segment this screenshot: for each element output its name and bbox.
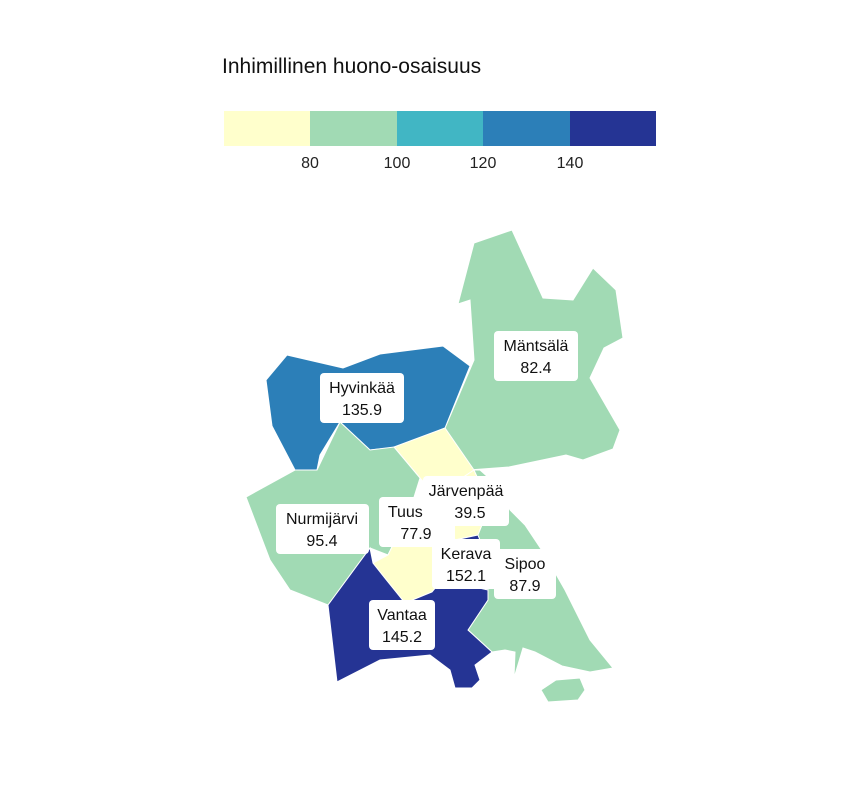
label-nurmijarvi-name: Nurmijärvi [286, 511, 358, 528]
color-legend [224, 111, 657, 146]
label-vantaa-value: 145.2 [382, 629, 422, 646]
label-kerava-value: 152.1 [446, 568, 486, 585]
label-jarvenpaa-value: 39.5 [454, 505, 485, 522]
label-kerava: Kerava 152.1 [432, 539, 500, 589]
legend-tick-120: 120 [469, 155, 497, 172]
region-sipoo-island[interactable] [540, 677, 586, 703]
label-mantsala-value: 82.4 [520, 360, 551, 377]
label-nurmijarvi-value: 95.4 [306, 533, 337, 550]
label-mantsala: Mäntsälä 82.4 [494, 331, 578, 381]
legend-swatch-1 [224, 111, 311, 146]
label-kerava-name: Kerava [441, 546, 492, 563]
legend-swatch-5 [569, 111, 657, 146]
label-hyvinkaa-name: Hyvinkää [329, 380, 395, 397]
label-vantaa-name: Vantaa [377, 607, 427, 624]
label-nurmijarvi: Nurmijärvi 95.4 [276, 504, 369, 554]
label-mantsala-name: Mäntsälä [504, 338, 569, 355]
label-sipoo-value: 87.9 [509, 578, 540, 595]
legend-title: Inhimillinen huono-osaisuus [222, 55, 482, 78]
legend-tick-140: 140 [556, 155, 584, 172]
label-jarvenpaa-name: Järvenpää [429, 483, 504, 500]
label-hyvinkaa-value: 135.9 [342, 402, 382, 419]
legend-tick-80: 80 [301, 155, 319, 172]
legend-swatch-2 [310, 111, 397, 146]
label-jarvenpaa: Järvenpää 39.5 [423, 476, 509, 526]
legend-tick-100: 100 [383, 155, 411, 172]
label-sipoo: Sipoo 87.9 [494, 549, 556, 599]
label-sipoo-name: Sipoo [505, 556, 546, 573]
legend-swatch-4 [483, 111, 570, 146]
label-hyvinkaa: Hyvinkää 135.9 [320, 373, 404, 423]
label-tuusula-value: 77.9 [400, 526, 431, 543]
label-vantaa: Vantaa 145.2 [369, 600, 435, 650]
legend-swatch-3 [396, 111, 484, 146]
